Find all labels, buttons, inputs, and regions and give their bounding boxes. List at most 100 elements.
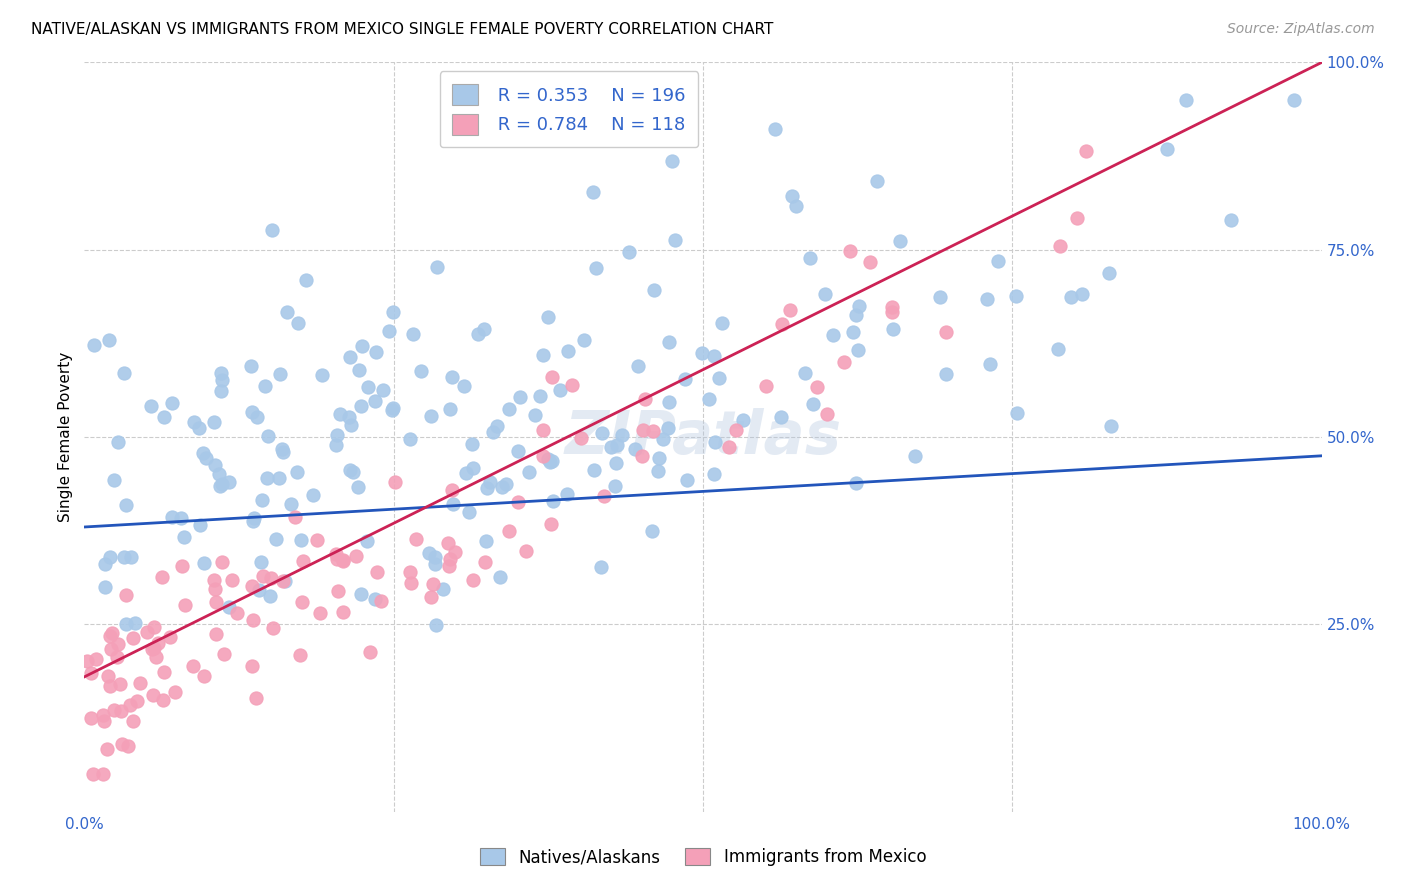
Point	[605, 456, 627, 470]
Point	[226, 606, 249, 620]
Point	[591, 425, 613, 440]
Point	[269, 368, 291, 382]
Point	[402, 327, 425, 342]
Point	[174, 599, 197, 613]
Point	[463, 574, 485, 588]
Point	[612, 428, 634, 442]
Point	[675, 372, 697, 386]
Point	[935, 326, 957, 340]
Point	[633, 423, 655, 437]
Point	[143, 641, 166, 656]
Point	[1220, 213, 1243, 227]
Point	[82, 767, 104, 781]
Point	[664, 233, 686, 247]
Point	[221, 573, 243, 587]
Point	[409, 364, 432, 378]
Point	[209, 384, 232, 399]
Point	[770, 317, 793, 331]
Point	[211, 555, 233, 569]
Point	[284, 510, 307, 524]
Point	[193, 556, 215, 570]
Point	[517, 465, 540, 479]
Point	[658, 335, 681, 350]
Legend:  R = 0.353    N = 196,  R = 0.784    N = 118: R = 0.353 N = 196, R = 0.784 N = 118	[440, 71, 699, 147]
Point	[799, 251, 821, 265]
Point	[976, 293, 998, 307]
Point	[405, 532, 427, 546]
Point	[188, 518, 211, 533]
Y-axis label: Single Female Poverty: Single Female Poverty	[58, 352, 73, 522]
Point	[103, 703, 125, 717]
Point	[661, 153, 683, 168]
Point	[359, 644, 381, 658]
Point	[347, 480, 370, 494]
Point	[83, 337, 105, 351]
Point	[707, 371, 730, 385]
Point	[332, 554, 354, 568]
Point	[363, 394, 385, 409]
Point	[441, 483, 464, 497]
Point	[152, 692, 174, 706]
Point	[845, 309, 868, 323]
Point	[239, 359, 262, 374]
Point	[107, 637, 129, 651]
Point	[194, 451, 217, 466]
Point	[98, 549, 121, 564]
Point	[928, 290, 950, 304]
Point	[162, 396, 184, 410]
Point	[482, 425, 505, 439]
Point	[440, 369, 463, 384]
Point	[271, 574, 294, 589]
Point	[509, 390, 531, 404]
Point	[274, 574, 297, 589]
Point	[718, 440, 741, 454]
Point	[606, 438, 628, 452]
Point	[325, 438, 347, 452]
Point	[540, 516, 562, 531]
Point	[648, 451, 671, 466]
Point	[160, 510, 183, 524]
Point	[1098, 266, 1121, 280]
Point	[381, 305, 404, 319]
Point	[463, 460, 485, 475]
Point	[115, 588, 138, 602]
Point	[242, 614, 264, 628]
Point	[574, 333, 596, 347]
Legend: Natives/Alaskans, Immigrants from Mexico: Natives/Alaskans, Immigrants from Mexico	[471, 840, 935, 875]
Point	[150, 570, 173, 584]
Point	[935, 367, 957, 381]
Point	[135, 624, 157, 639]
Point	[159, 630, 181, 644]
Point	[432, 582, 454, 596]
Point	[704, 435, 727, 450]
Point	[779, 303, 801, 318]
Point	[204, 458, 226, 473]
Point	[444, 545, 467, 559]
Point	[204, 627, 226, 641]
Point	[458, 505, 481, 519]
Point	[823, 328, 845, 343]
Point	[569, 432, 592, 446]
Point	[657, 420, 679, 434]
Point	[904, 449, 927, 463]
Point	[439, 401, 461, 416]
Point	[290, 648, 312, 662]
Point	[271, 444, 294, 458]
Point	[498, 402, 520, 417]
Point	[692, 346, 714, 360]
Point	[561, 378, 583, 392]
Point	[181, 658, 204, 673]
Point	[489, 570, 512, 584]
Point	[439, 551, 461, 566]
Point	[267, 470, 290, 484]
Point	[212, 647, 235, 661]
Point	[356, 534, 378, 549]
Point	[711, 316, 734, 330]
Point	[344, 549, 367, 563]
Point	[703, 350, 725, 364]
Point	[475, 533, 498, 548]
Point	[582, 463, 605, 477]
Point	[418, 546, 440, 560]
Point	[366, 345, 388, 359]
Point	[326, 551, 349, 566]
